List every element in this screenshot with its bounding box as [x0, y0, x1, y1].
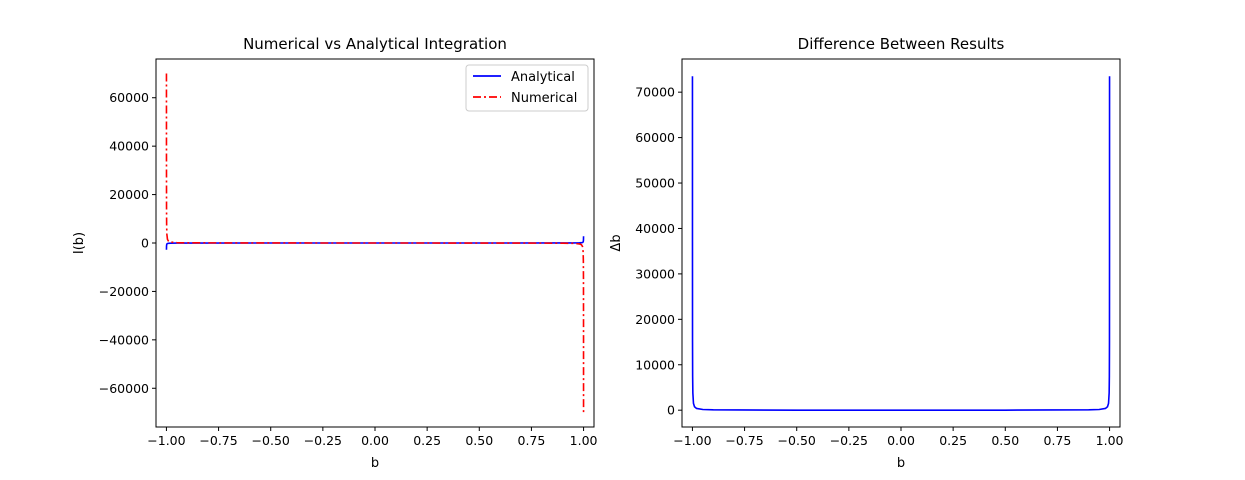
left-chart-title: Numerical vs Analytical Integration — [243, 35, 507, 53]
x-tick-label: 0.75 — [518, 433, 546, 448]
legend-analytical-label: Analytical — [511, 70, 575, 85]
y-tick-label: 60000 — [635, 130, 675, 145]
x-tick-label: 0.00 — [887, 433, 915, 448]
y-tick-label: 0 — [141, 236, 149, 251]
x-tick-label: 1.00 — [570, 433, 598, 448]
difference-series-line — [691, 76, 1111, 411]
y-tick-label: 50000 — [635, 176, 675, 191]
x-tick-label: 0.50 — [465, 433, 493, 448]
right-chart-title: Difference Between Results — [798, 35, 1005, 53]
left-chart-frame — [155, 58, 595, 428]
y-tick-label: 60000 — [109, 90, 149, 105]
x-tick-label: −0.25 — [830, 433, 868, 448]
numerical-series-line — [165, 73, 585, 413]
y-tick-label: 10000 — [635, 357, 675, 372]
x-tick-label: 0.00 — [361, 433, 389, 448]
right-chart-xlabel: b — [897, 456, 905, 471]
x-tick-label: −0.75 — [725, 433, 763, 448]
x-tick-label: 0.75 — [1044, 433, 1072, 448]
x-tick-label: −0.75 — [199, 433, 237, 448]
left-chart-ylabel: I(b) — [72, 232, 87, 254]
y-tick-label: −20000 — [99, 284, 149, 299]
x-tick-label: −1.00 — [147, 433, 185, 448]
y-tick-label: 20000 — [635, 312, 675, 327]
left-chart-xlabel: b — [371, 456, 379, 471]
x-tick-label: 0.25 — [939, 433, 967, 448]
x-tick-label: −0.50 — [252, 433, 290, 448]
legend-numerical-label: Numerical — [511, 91, 577, 106]
left-chart-ticks: −1.00 −0.75 −0.50 −0.25 0.00 0.25 0.50 0.75 1.00… — [99, 90, 598, 448]
right-chart-frame — [681, 58, 1121, 428]
x-tick-label: −0.25 — [304, 433, 342, 448]
y-tick-label: 30000 — [635, 266, 675, 281]
y-tick-label: −60000 — [99, 381, 149, 396]
left-chart-plot-area — [165, 73, 585, 413]
x-tick-label: 0.50 — [991, 433, 1019, 448]
y-tick-label: 20000 — [109, 187, 149, 202]
right-chart-ticks: −1.00 −0.75 −0.50 −0.25 0.00 0.25 0.50 0.75 1.00… — [635, 85, 1123, 448]
y-tick-label: 40000 — [109, 139, 149, 154]
x-tick-label: 1.00 — [1096, 433, 1124, 448]
y-tick-label: 0 — [667, 403, 675, 418]
x-tick-label: 0.25 — [413, 433, 441, 448]
x-tick-label: −0.50 — [778, 433, 816, 448]
right-chart: Difference Between Results b Δb −1.00 −0.… — [609, 35, 1124, 471]
legend: Analytical Numerical — [465, 64, 589, 112]
y-tick-label: 40000 — [635, 221, 675, 236]
right-chart-plot-area — [691, 76, 1111, 411]
right-chart-ylabel: Δb — [609, 234, 624, 251]
y-tick-label: −40000 — [99, 332, 149, 347]
y-tick-label: 70000 — [635, 85, 675, 100]
x-tick-label: −1.00 — [673, 433, 711, 448]
left-chart: Numerical vs Analytical Integration b I(… — [72, 35, 598, 471]
